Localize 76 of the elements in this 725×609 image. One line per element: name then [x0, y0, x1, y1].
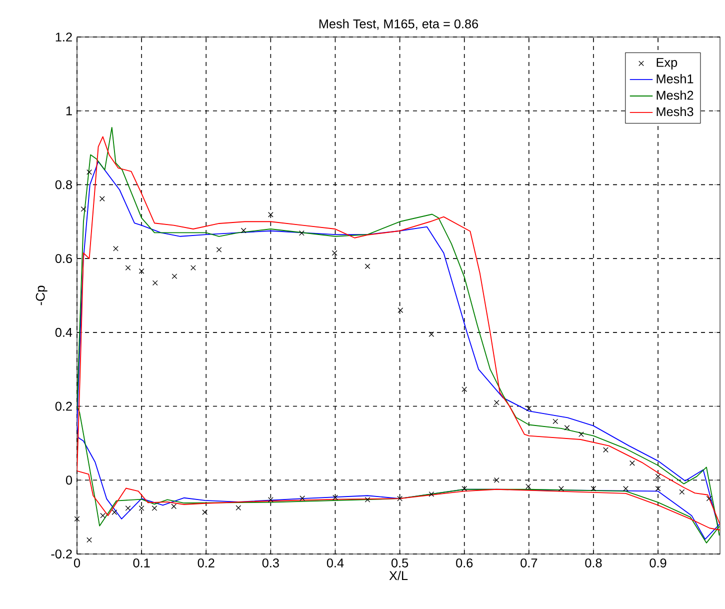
- point: [80, 206, 86, 212]
- point: [428, 332, 434, 337]
- point: [74, 516, 80, 522]
- y-tick-label: 0: [66, 476, 72, 485]
- point: [630, 460, 635, 466]
- point: [428, 491, 434, 497]
- point: [298, 230, 304, 236]
- y-tick-label: -0.2: [51, 550, 72, 558]
- x-tick-label: 0.2: [198, 558, 214, 568]
- point: [655, 486, 661, 492]
- point: [125, 265, 131, 270]
- point: [526, 406, 532, 412]
- point: [623, 486, 628, 492]
- point: [494, 477, 500, 483]
- point: [552, 418, 558, 424]
- x-tick-label: 0.5: [391, 558, 408, 568]
- point: [462, 386, 468, 392]
- y-tick-label: 0.2: [55, 402, 72, 411]
- point: [138, 506, 144, 511]
- point: [172, 274, 178, 279]
- point: [99, 196, 105, 202]
- point: [268, 212, 274, 218]
- point: [86, 537, 92, 543]
- point: [113, 246, 118, 252]
- legend-label: Mesh3: [656, 106, 694, 116]
- point: [152, 280, 158, 286]
- x-tick-label: 0.1: [133, 558, 150, 568]
- legend-label: Mesh1: [656, 74, 694, 84]
- point: [100, 512, 106, 518]
- point: [679, 489, 685, 495]
- y-tick-label: 0.4: [55, 328, 72, 337]
- point: [564, 424, 570, 430]
- y-tick-label: 1: [66, 106, 72, 116]
- point: [171, 504, 177, 510]
- point: [125, 506, 131, 511]
- x-tick-label: 0.3: [262, 558, 279, 568]
- point: [578, 432, 584, 438]
- legend-label: Mesh2: [656, 90, 694, 100]
- x-tick-label: 0.7: [520, 558, 538, 568]
- legend-label: Exp: [656, 58, 678, 70]
- y-tick-label: 0.8: [55, 180, 72, 190]
- point: [398, 308, 404, 313]
- point: [364, 264, 370, 270]
- point: [590, 486, 596, 492]
- x-tick-label: 0.4: [326, 558, 344, 568]
- point: [236, 505, 242, 511]
- point: [706, 496, 712, 502]
- point: [216, 247, 222, 252]
- x-tick-label: 0.9: [650, 558, 666, 568]
- point: [494, 400, 500, 406]
- point: [190, 265, 196, 270]
- point: [138, 268, 144, 274]
- chart-title: Mesh Test, M165, eta = 0.86: [319, 19, 478, 30]
- point: [112, 510, 118, 515]
- point: [332, 494, 338, 500]
- point: [603, 447, 608, 453]
- x-tick-label: 0.8: [585, 558, 602, 568]
- y-axis-title: -Cp: [36, 286, 48, 306]
- point: [462, 486, 468, 492]
- point: [86, 169, 92, 175]
- y-tick-label: 0.6: [55, 254, 72, 264]
- y-tick-label: 1.2: [56, 32, 72, 42]
- x-axis-title: X/L: [389, 570, 408, 580]
- point: [300, 496, 306, 501]
- point: [202, 510, 208, 515]
- point: [152, 506, 158, 511]
- x-tick-label: 0.6: [456, 558, 473, 568]
- point: [364, 497, 370, 502]
- point: [526, 484, 531, 490]
- point: [268, 497, 274, 502]
- point: [332, 250, 338, 256]
- point: [240, 228, 246, 234]
- x-tick-label: 0: [74, 558, 80, 568]
- point: [655, 474, 661, 480]
- point: [397, 496, 402, 502]
- point: [558, 486, 564, 492]
